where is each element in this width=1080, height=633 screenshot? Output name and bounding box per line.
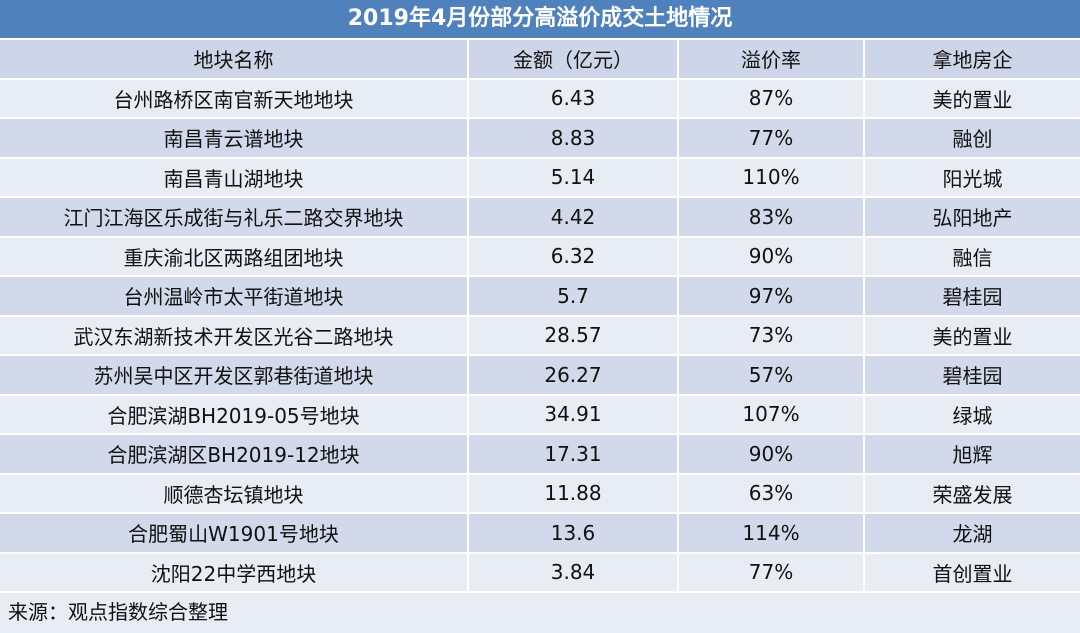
cell-developer: 美的置业 <box>864 78 1080 119</box>
cell-amount: 8.83 <box>468 118 679 159</box>
cell-plot-name: 台州温岭市太平街道地块 <box>0 276 469 317</box>
cell-premium-rate: 57% <box>678 355 865 396</box>
header-row: 地块名称 金额（亿元） 溢价率 拿地房企 <box>0 40 1080 80</box>
cell-amount: 11.88 <box>468 473 679 514</box>
table-title: 2019年4月份部分高溢价成交土地情况 <box>0 0 1080 40</box>
cell-amount: 5.14 <box>468 157 679 198</box>
cell-premium-rate: 107% <box>678 394 865 435</box>
cell-developer: 碧桂园 <box>864 276 1080 317</box>
cell-amount: 3.84 <box>468 552 679 593</box>
table-row: 合肥滨湖区BH2019-12地块 17.31 90% 旭辉 <box>0 434 1080 475</box>
cell-amount: 26.27 <box>468 355 679 396</box>
table-row: 武汉东湖新技术开发区光谷二路地块 28.57 73% 美的置业 <box>0 315 1080 356</box>
cell-plot-name: 南昌青云谱地块 <box>0 118 469 159</box>
cell-premium-rate: 77% <box>678 552 865 593</box>
header-premium-rate: 溢价率 <box>678 40 865 80</box>
cell-developer: 绿城 <box>864 394 1080 435</box>
cell-premium-rate: 90% <box>678 236 865 277</box>
header-developer: 拿地房企 <box>864 40 1080 80</box>
cell-amount: 28.57 <box>468 315 679 356</box>
table-row: 顺德杏坛镇地块 11.88 63% 荣盛发展 <box>0 473 1080 514</box>
cell-premium-rate: 114% <box>678 513 865 554</box>
cell-plot-name: 江门江海区乐成街与礼乐二路交界地块 <box>0 197 469 238</box>
cell-amount: 34.91 <box>468 394 679 435</box>
cell-developer: 荣盛发展 <box>864 473 1080 514</box>
table-row: 南昌青山湖地块 5.14 110% 阳光城 <box>0 157 1080 198</box>
table-row: 台州路桥区南官新天地地块 6.43 87% 美的置业 <box>0 78 1080 119</box>
header-amount: 金额（亿元） <box>468 40 679 80</box>
cell-developer: 融创 <box>864 118 1080 159</box>
cell-premium-rate: 83% <box>678 197 865 238</box>
cell-premium-rate: 77% <box>678 118 865 159</box>
table-row: 台州温岭市太平街道地块 5.7 97% 碧桂园 <box>0 276 1080 317</box>
header-plot-name: 地块名称 <box>0 40 469 80</box>
cell-plot-name: 重庆渝北区两路组团地块 <box>0 236 469 277</box>
cell-amount: 17.31 <box>468 434 679 475</box>
cell-developer: 碧桂园 <box>864 355 1080 396</box>
cell-plot-name: 顺德杏坛镇地块 <box>0 473 469 514</box>
cell-developer: 美的置业 <box>864 315 1080 356</box>
cell-developer: 弘阳地产 <box>864 197 1080 238</box>
land-deals-table: 地块名称 金额（亿元） 溢价率 拿地房企 台州路桥区南官新天地地块 6.43 8… <box>0 40 1080 593</box>
cell-plot-name: 武汉东湖新技术开发区光谷二路地块 <box>0 315 469 356</box>
cell-premium-rate: 110% <box>678 157 865 198</box>
cell-premium-rate: 90% <box>678 434 865 475</box>
cell-plot-name: 台州路桥区南官新天地地块 <box>0 78 469 119</box>
table-row: 合肥滨湖BH2019-05号地块 34.91 107% 绿城 <box>0 394 1080 435</box>
cell-premium-rate: 97% <box>678 276 865 317</box>
cell-amount: 6.43 <box>468 78 679 119</box>
cell-amount: 4.42 <box>468 197 679 238</box>
cell-amount: 13.6 <box>468 513 679 554</box>
table-row: 苏州吴中区开发区郭巷街道地块 26.27 57% 碧桂园 <box>0 355 1080 396</box>
cell-developer: 阳光城 <box>864 157 1080 198</box>
cell-amount: 5.7 <box>468 276 679 317</box>
table-row: 重庆渝北区两路组团地块 6.32 90% 融信 <box>0 236 1080 277</box>
cell-plot-name: 苏州吴中区开发区郭巷街道地块 <box>0 355 469 396</box>
cell-plot-name: 合肥滨湖BH2019-05号地块 <box>0 394 469 435</box>
cell-plot-name: 合肥蜀山W1901号地块 <box>0 513 469 554</box>
cell-developer: 融信 <box>864 236 1080 277</box>
cell-developer: 旭辉 <box>864 434 1080 475</box>
source-note: 来源：观点指数综合整理 <box>0 593 1080 633</box>
cell-plot-name: 沈阳22中学西地块 <box>0 552 469 593</box>
cell-developer: 首创置业 <box>864 552 1080 593</box>
cell-amount: 6.32 <box>468 236 679 277</box>
cell-premium-rate: 63% <box>678 473 865 514</box>
table-row: 合肥蜀山W1901号地块 13.6 114% 龙湖 <box>0 513 1080 554</box>
cell-developer: 龙湖 <box>864 513 1080 554</box>
table-row: 江门江海区乐成街与礼乐二路交界地块 4.42 83% 弘阳地产 <box>0 197 1080 238</box>
cell-premium-rate: 87% <box>678 78 865 119</box>
cell-premium-rate: 73% <box>678 315 865 356</box>
table-row: 南昌青云谱地块 8.83 77% 融创 <box>0 118 1080 159</box>
cell-plot-name: 合肥滨湖区BH2019-12地块 <box>0 434 469 475</box>
table-row: 沈阳22中学西地块 3.84 77% 首创置业 <box>0 552 1080 593</box>
cell-plot-name: 南昌青山湖地块 <box>0 157 469 198</box>
